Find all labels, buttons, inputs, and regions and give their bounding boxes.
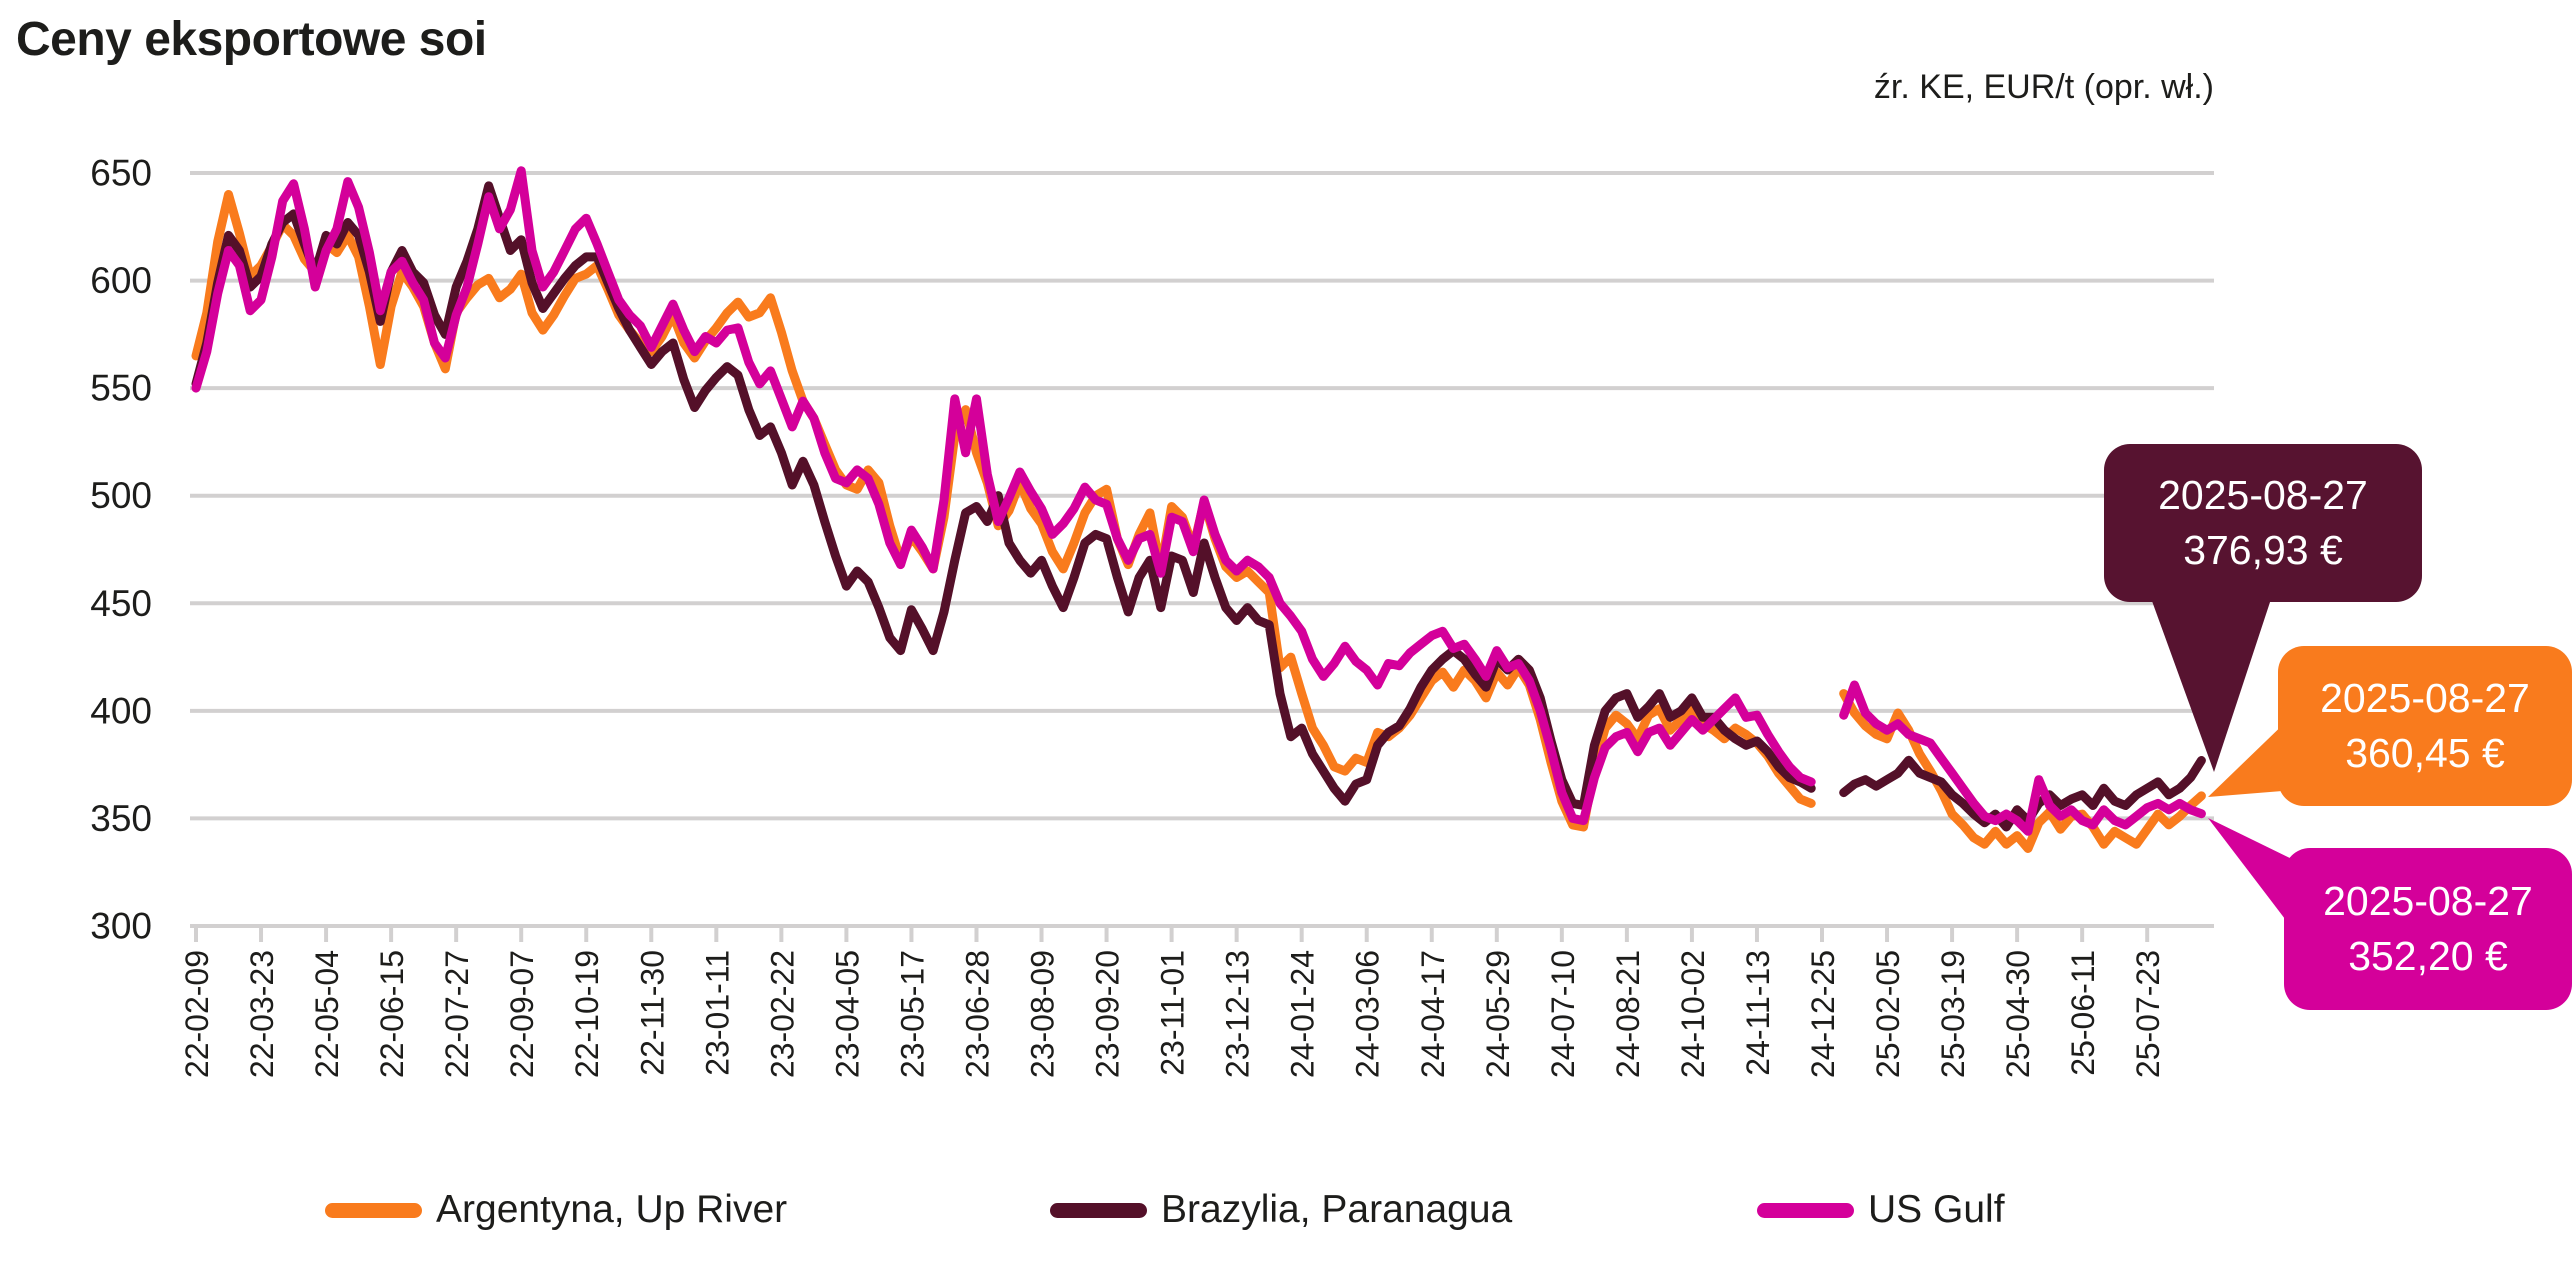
x-axis-label: 24-01-24 bbox=[1285, 950, 1321, 1078]
y-axis-label: 300 bbox=[90, 906, 152, 947]
x-axis-label: 25-07-23 bbox=[2130, 950, 2166, 1078]
x-axis-label: 22-11-30 bbox=[634, 950, 670, 1076]
callout-value: 352,20 € bbox=[2348, 933, 2508, 979]
x-axis-label: 22-02-09 bbox=[179, 950, 215, 1078]
x-axis-label: 25-03-19 bbox=[1935, 950, 1971, 1078]
y-axis-label: 550 bbox=[90, 368, 152, 409]
series-line-argentyna-up-river bbox=[1839, 689, 2206, 853]
y-axis-label: 450 bbox=[90, 583, 152, 624]
page-title: Ceny eksportowe soi bbox=[16, 13, 487, 66]
callout-date: 2025-08-27 bbox=[2323, 877, 2533, 924]
x-axis-label: 22-09-07 bbox=[504, 950, 540, 1078]
x-axis-label: 24-03-06 bbox=[1350, 950, 1386, 1078]
callout-pointer-argentyna bbox=[2208, 714, 2294, 797]
callout-value: 376,93 € bbox=[2183, 527, 2343, 573]
callout-date: 2025-08-27 bbox=[2320, 674, 2530, 721]
legend-swatch-argentyna bbox=[325, 1202, 422, 1218]
x-axis-label: 22-03-23 bbox=[244, 950, 280, 1078]
y-axis-label: 600 bbox=[90, 260, 152, 301]
x-axis-label: 23-04-05 bbox=[829, 950, 865, 1078]
callout-pointer-brazylia bbox=[2148, 590, 2274, 772]
legend-swatch-us-gulf bbox=[1757, 1202, 1854, 1218]
x-axis-label: 24-12-25 bbox=[1805, 950, 1841, 1078]
source-note: źr. KE, EUR/t (opr. wł.) bbox=[1873, 68, 2214, 106]
x-axis-label: 24-10-02 bbox=[1675, 950, 1711, 1078]
x-axis-label: 23-02-22 bbox=[764, 950, 800, 1078]
x-axis-label: 25-02-05 bbox=[1870, 950, 1906, 1078]
series-line-us-gulf bbox=[1839, 680, 2206, 836]
y-axis-label: 650 bbox=[90, 153, 152, 194]
legend-label: Argentyna, Up River bbox=[436, 1188, 788, 1231]
series-line-brazylia-paranagua bbox=[1839, 755, 2206, 832]
x-axis-label: 24-07-10 bbox=[1545, 950, 1581, 1078]
x-axis-label: 23-05-17 bbox=[894, 950, 930, 1078]
x-axis-label: 25-06-11 bbox=[2065, 950, 2101, 1076]
y-axis-label: 500 bbox=[90, 475, 152, 516]
x-axis-label: 23-06-28 bbox=[959, 950, 995, 1078]
x-axis-label: 22-05-04 bbox=[309, 950, 345, 1078]
x-axis-label: 24-08-21 bbox=[1610, 950, 1646, 1078]
x-axis-label: 23-11-01 bbox=[1155, 950, 1191, 1076]
legend-item-us-gulf: US Gulf bbox=[1757, 1186, 2005, 1234]
x-axis-label: 24-11-13 bbox=[1740, 950, 1776, 1076]
callout-value: 360,45 € bbox=[2345, 730, 2505, 776]
x-axis-label: 23-12-13 bbox=[1220, 950, 1256, 1078]
x-axis-label: 25-04-30 bbox=[2000, 950, 2036, 1078]
x-axis-label: 24-05-29 bbox=[1480, 950, 1516, 1078]
legend-swatch-brazylia bbox=[1050, 1202, 1147, 1218]
x-axis-label: 23-01-11 bbox=[699, 950, 735, 1076]
legend-item-brazylia: Brazylia, Paranagua bbox=[1050, 1186, 1512, 1234]
callout-pointer-us-gulf bbox=[2208, 818, 2298, 936]
callout-us-gulf: 2025-08-27 352,20 € bbox=[2284, 848, 2572, 1010]
legend-label: Brazylia, Paranagua bbox=[1161, 1188, 1513, 1231]
legend-item-argentyna: Argentyna, Up River bbox=[325, 1186, 787, 1234]
callout-date: 2025-08-27 bbox=[2158, 471, 2368, 518]
legend-label: US Gulf bbox=[1868, 1188, 2005, 1231]
y-axis-label: 400 bbox=[90, 690, 152, 731]
x-axis-label: 23-09-20 bbox=[1090, 950, 1126, 1078]
y-axis-label: 350 bbox=[90, 798, 152, 839]
x-axis-label: 23-08-09 bbox=[1025, 950, 1061, 1078]
x-axis-label: 22-06-15 bbox=[374, 950, 410, 1078]
callout-argentyna: 2025-08-27 360,45 € bbox=[2278, 646, 2572, 806]
series-line-us-gulf bbox=[191, 166, 1816, 826]
callout-brazylia: 2025-08-27 376,93 € bbox=[2104, 444, 2422, 602]
x-axis-label: 22-07-27 bbox=[439, 950, 475, 1078]
x-axis-label: 24-04-17 bbox=[1415, 950, 1451, 1078]
x-axis-label: 22-10-19 bbox=[569, 950, 605, 1078]
